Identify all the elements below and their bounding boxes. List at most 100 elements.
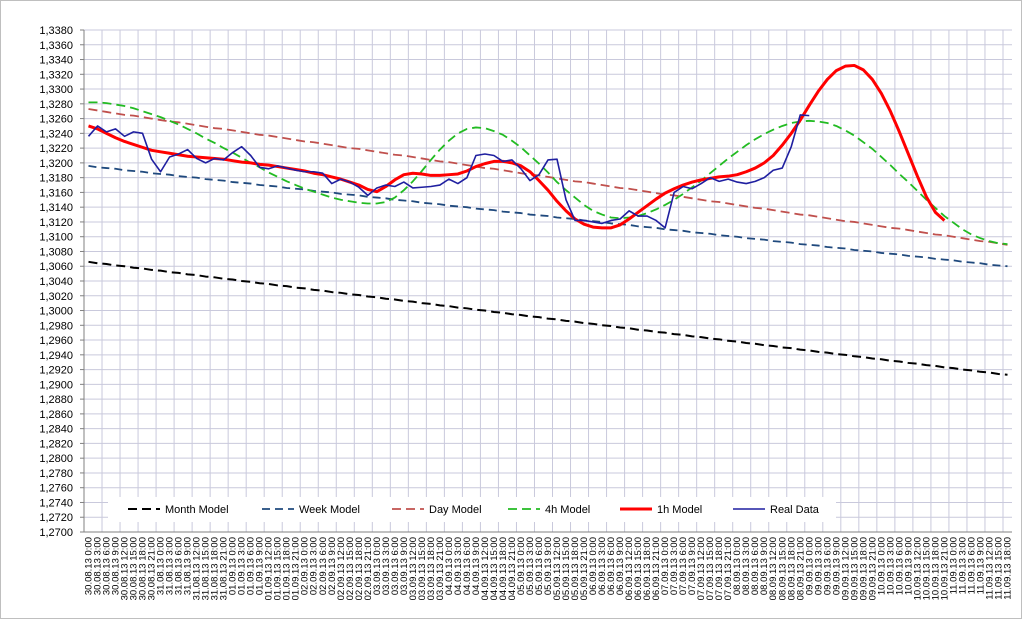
series-line <box>88 164 1008 268</box>
x-tick-label: 31.08.13 21:00 <box>219 537 230 600</box>
legend-label: Real Data <box>770 504 820 516</box>
y-tick-label: 1,3160 <box>39 187 73 199</box>
x-tick-label: 10.09.13 15:00 <box>921 537 932 600</box>
y-tick-label: 1,2760 <box>39 483 73 495</box>
x-tick-label: 08.09.13 15:00 <box>777 537 788 600</box>
x-tick-label: 30.08.13 6:00 <box>102 537 113 595</box>
y-tick-label: 1,3180 <box>39 173 73 185</box>
x-tick-label: 31.08.13 0:00 <box>156 537 167 595</box>
x-tick-label: 11.09.13 15:00 <box>993 537 1004 600</box>
x-tick-label: 05.09.13 0:00 <box>516 537 527 595</box>
x-tick-label: 08.09.13 12:00 <box>768 537 779 600</box>
x-tick-label: 02.09.13 15:00 <box>345 537 356 600</box>
x-tick-label: 01.09.13 18:00 <box>282 537 293 600</box>
y-tick-label: 1,2860 <box>39 409 73 421</box>
x-tick-label: 09.09.13 3:00 <box>813 537 824 595</box>
x-tick-label: 05.09.13 21:00 <box>579 537 590 600</box>
y-tick-label: 1,2800 <box>39 453 73 465</box>
x-tick-label: 10.09.13 6:00 <box>894 537 905 595</box>
y-tick-label: 1,2900 <box>39 379 73 391</box>
x-tick-label: 31.08.13 3:00 <box>165 537 176 595</box>
x-tick-label: 08.09.13 21:00 <box>795 537 806 600</box>
series-line <box>87 114 810 229</box>
x-tick-label: 04.09.13 6:00 <box>462 537 473 595</box>
y-tick-label: 1,3120 <box>39 217 73 229</box>
x-tick-label: 08.09.13 9:00 <box>759 537 770 595</box>
x-tick-label: 11.09.13 12:00 <box>984 537 995 600</box>
x-tick-label: 07.09.13 0:00 <box>660 537 671 595</box>
x-tick-label: 03.09.13 3:00 <box>381 537 392 595</box>
x-tick-label: 02.09.13 9:00 <box>327 537 338 595</box>
x-tick-label: 04.09.13 0:00 <box>444 537 455 595</box>
x-tick-label: 07.09.13 12:00 <box>696 537 707 600</box>
x-tick-label: 09.09.13 12:00 <box>840 537 851 600</box>
x-tick-label: 06.09.13 15:00 <box>633 537 644 600</box>
y-tick-label: 1,3000 <box>39 306 73 318</box>
y-tick-label: 1,2740 <box>39 497 73 509</box>
y-tick-label: 1,2720 <box>39 512 73 524</box>
x-tick-label: 04.09.13 18:00 <box>498 537 509 600</box>
x-tick-label: 06.09.13 12:00 <box>624 537 635 600</box>
y-tick-label: 1,3320 <box>39 69 73 81</box>
x-tick-label: 07.09.13 9:00 <box>687 537 698 595</box>
y-tick-label: 1,2980 <box>39 320 73 332</box>
x-tick-label: 10.09.13 18:00 <box>930 537 941 600</box>
x-tick-label: 07.09.13 6:00 <box>678 537 689 595</box>
x-tick-label: 01.09.13 3:00 <box>237 537 248 595</box>
x-tick-label: 03.09.13 0:00 <box>372 537 383 595</box>
x-tick-label: 07.09.13 3:00 <box>669 537 680 595</box>
x-tick-label: 08.09.13 18:00 <box>786 537 797 600</box>
y-tick-label: 1,2880 <box>39 394 73 406</box>
x-tick-label: 30.08.13 21:00 <box>147 537 158 600</box>
x-tick-label: 09.09.13 0:00 <box>804 537 815 595</box>
y-tick-label: 1,2940 <box>39 350 73 362</box>
x-tick-label: 11.09.13 0:00 <box>948 537 959 594</box>
x-tick-label: 11.09.13 3:00 <box>957 537 968 594</box>
x-tick-label: 30.08.13 0:00 <box>84 537 95 595</box>
x-tick-label: 05.09.13 18:00 <box>570 537 581 600</box>
x-tick-label: 03.09.13 6:00 <box>390 537 401 595</box>
x-tick-label: 02.09.13 3:00 <box>309 537 320 595</box>
legend-label: Day Model <box>429 504 482 516</box>
x-tick-label: 30.08.13 15:00 <box>129 537 140 600</box>
y-tick-label: 1,2820 <box>39 438 73 450</box>
x-tick-label: 04.09.13 21:00 <box>507 537 518 600</box>
x-tick-label: 31.08.13 12:00 <box>192 537 203 600</box>
x-tick-label: 05.09.13 15:00 <box>561 537 572 600</box>
x-tick-label: 07.09.13 18:00 <box>714 537 725 600</box>
y-tick-label: 1,3280 <box>39 99 73 111</box>
y-tick-label: 1,3040 <box>39 276 73 288</box>
x-tick-label: 08.09.13 3:00 <box>741 537 752 595</box>
x-tick-label: 04.09.13 12:00 <box>480 537 491 600</box>
y-tick-label: 1,2700 <box>39 527 73 539</box>
x-tick-label: 31.08.13 6:00 <box>174 537 185 595</box>
x-tick-label: 02.09.13 18:00 <box>354 537 365 600</box>
x-tick-label: 01.09.13 12:00 <box>264 537 275 600</box>
x-tick-label: 31.08.13 9:00 <box>183 537 194 595</box>
x-tick-label: 09.09.13 21:00 <box>867 537 878 600</box>
y-tick-label: 1,2840 <box>39 424 73 436</box>
series-line <box>88 260 1008 376</box>
x-tick-label: 08.09.13 0:00 <box>732 537 743 595</box>
y-tick-label: 1,3100 <box>39 232 73 244</box>
y-tick-label: 1,3260 <box>39 114 73 126</box>
y-tick-label: 1,3300 <box>39 84 73 96</box>
y-tick-label: 1,3220 <box>39 143 73 155</box>
x-tick-label: 03.09.13 18:00 <box>426 537 437 600</box>
x-tick-label: 30.08.13 18:00 <box>138 537 149 600</box>
y-tick-label: 1,3080 <box>39 246 73 258</box>
y-tick-label: 1,3140 <box>39 202 73 214</box>
x-tick-label: 10.09.13 12:00 <box>912 537 923 600</box>
x-tick-label: 09.09.13 6:00 <box>822 537 833 595</box>
x-tick-label: 06.09.13 9:00 <box>615 537 626 595</box>
series-line <box>88 108 1008 246</box>
x-tick-label: 06.09.13 21:00 <box>651 537 662 600</box>
y-tick-label: 1,3240 <box>39 128 73 140</box>
x-tick-label: 04.09.13 3:00 <box>453 537 464 595</box>
x-tick-label: 10.09.13 21:00 <box>939 537 950 600</box>
x-tick-label: 02.09.13 12:00 <box>336 537 347 600</box>
x-tick-label: 04.09.13 15:00 <box>489 537 500 600</box>
legend-label: Month Model <box>165 504 229 516</box>
x-tick-label: 03.09.13 12:00 <box>408 537 419 600</box>
